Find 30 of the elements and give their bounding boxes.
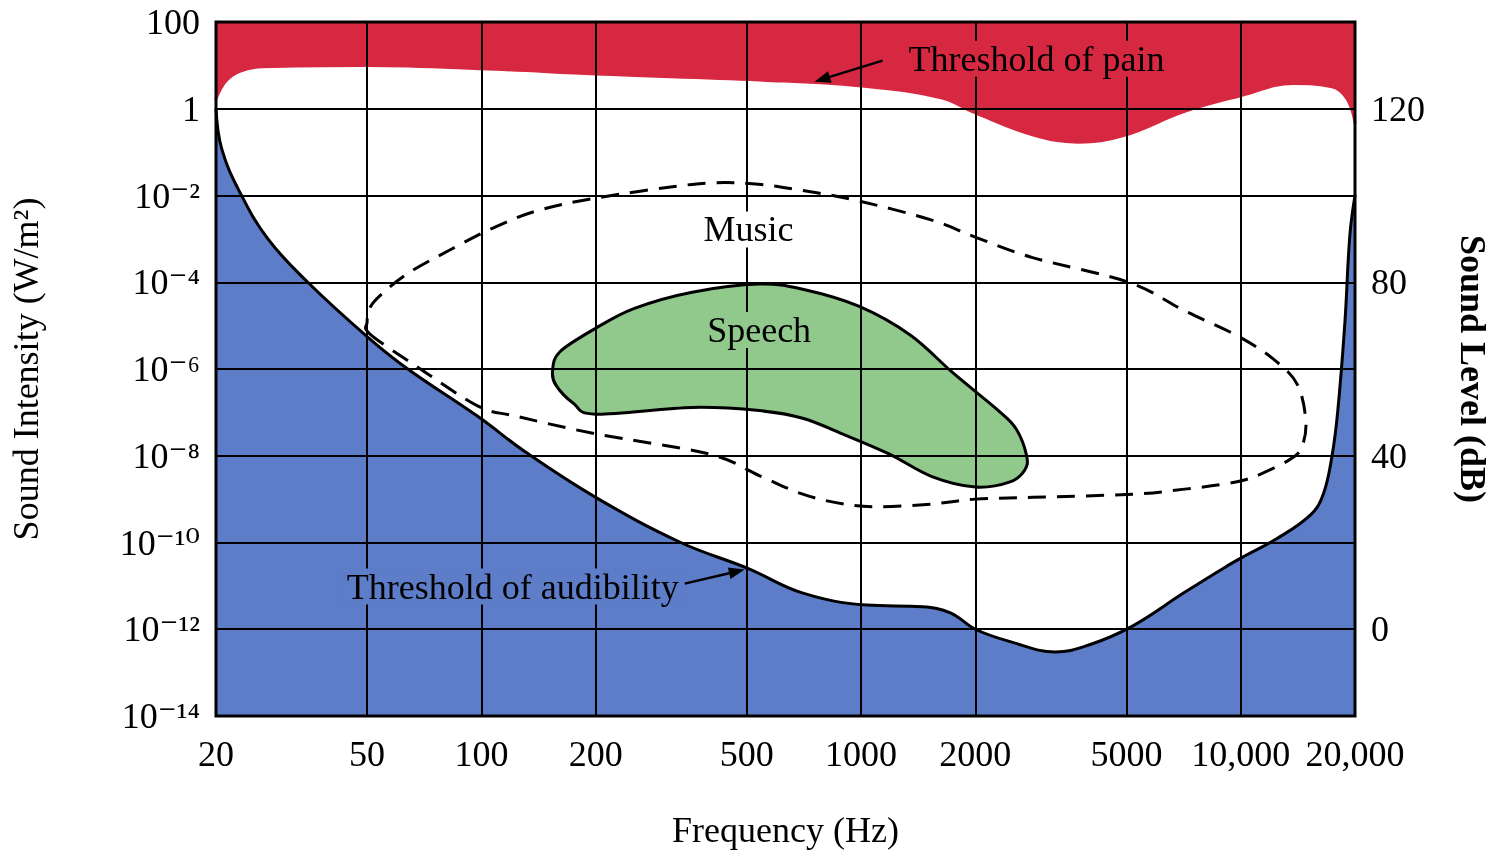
y-tick-label: 10⁻¹⁰ — [119, 522, 200, 563]
y-tick-label: 100 — [146, 2, 200, 42]
annotation: Threshold of audibility — [346, 566, 679, 607]
y-axis-title: Sound Intensity (W/m²) — [6, 197, 46, 541]
y-tick-label: 1 — [182, 88, 200, 129]
y-tick-label: 10⁻¹² — [123, 609, 200, 650]
y-tick-label: 10⁻² — [134, 175, 200, 216]
y2-tick-label: 40 — [1371, 435, 1407, 476]
y-tick-label: 10⁻⁶ — [132, 349, 200, 389]
x-tick-label: 10,000 — [1191, 734, 1291, 774]
y-tick-label: 10⁻⁸ — [132, 435, 200, 476]
x-tick-label: 20,000 — [1305, 734, 1405, 774]
y2-tick-label: 0 — [1371, 609, 1389, 650]
series-label: Music — [703, 209, 794, 250]
x-tick-label: 5000 — [1090, 734, 1163, 774]
x-axis-title: Frequency (Hz) — [672, 810, 899, 850]
y2-tick-label: 80 — [1371, 262, 1407, 303]
y-tick-label: 10⁻¹⁴ — [121, 696, 200, 736]
x-tick-label: 2000 — [939, 734, 1012, 774]
y2-tick-label: 120 — [1371, 88, 1425, 129]
x-tick-label: 1000 — [825, 734, 898, 774]
y2-axis-title: Sound Level (dB) — [1453, 234, 1493, 504]
x-tick-label: 50 — [349, 734, 386, 774]
x-tick-label: 20 — [198, 734, 234, 774]
x-tick-label: 200 — [568, 734, 623, 774]
x-tick-label: 500 — [719, 734, 774, 774]
annotation: Threshold of pain — [908, 38, 1165, 79]
series-label: Speech — [707, 310, 812, 351]
y-tick-label: 10⁻⁴ — [132, 262, 200, 303]
x-tick-label: 100 — [454, 734, 509, 774]
